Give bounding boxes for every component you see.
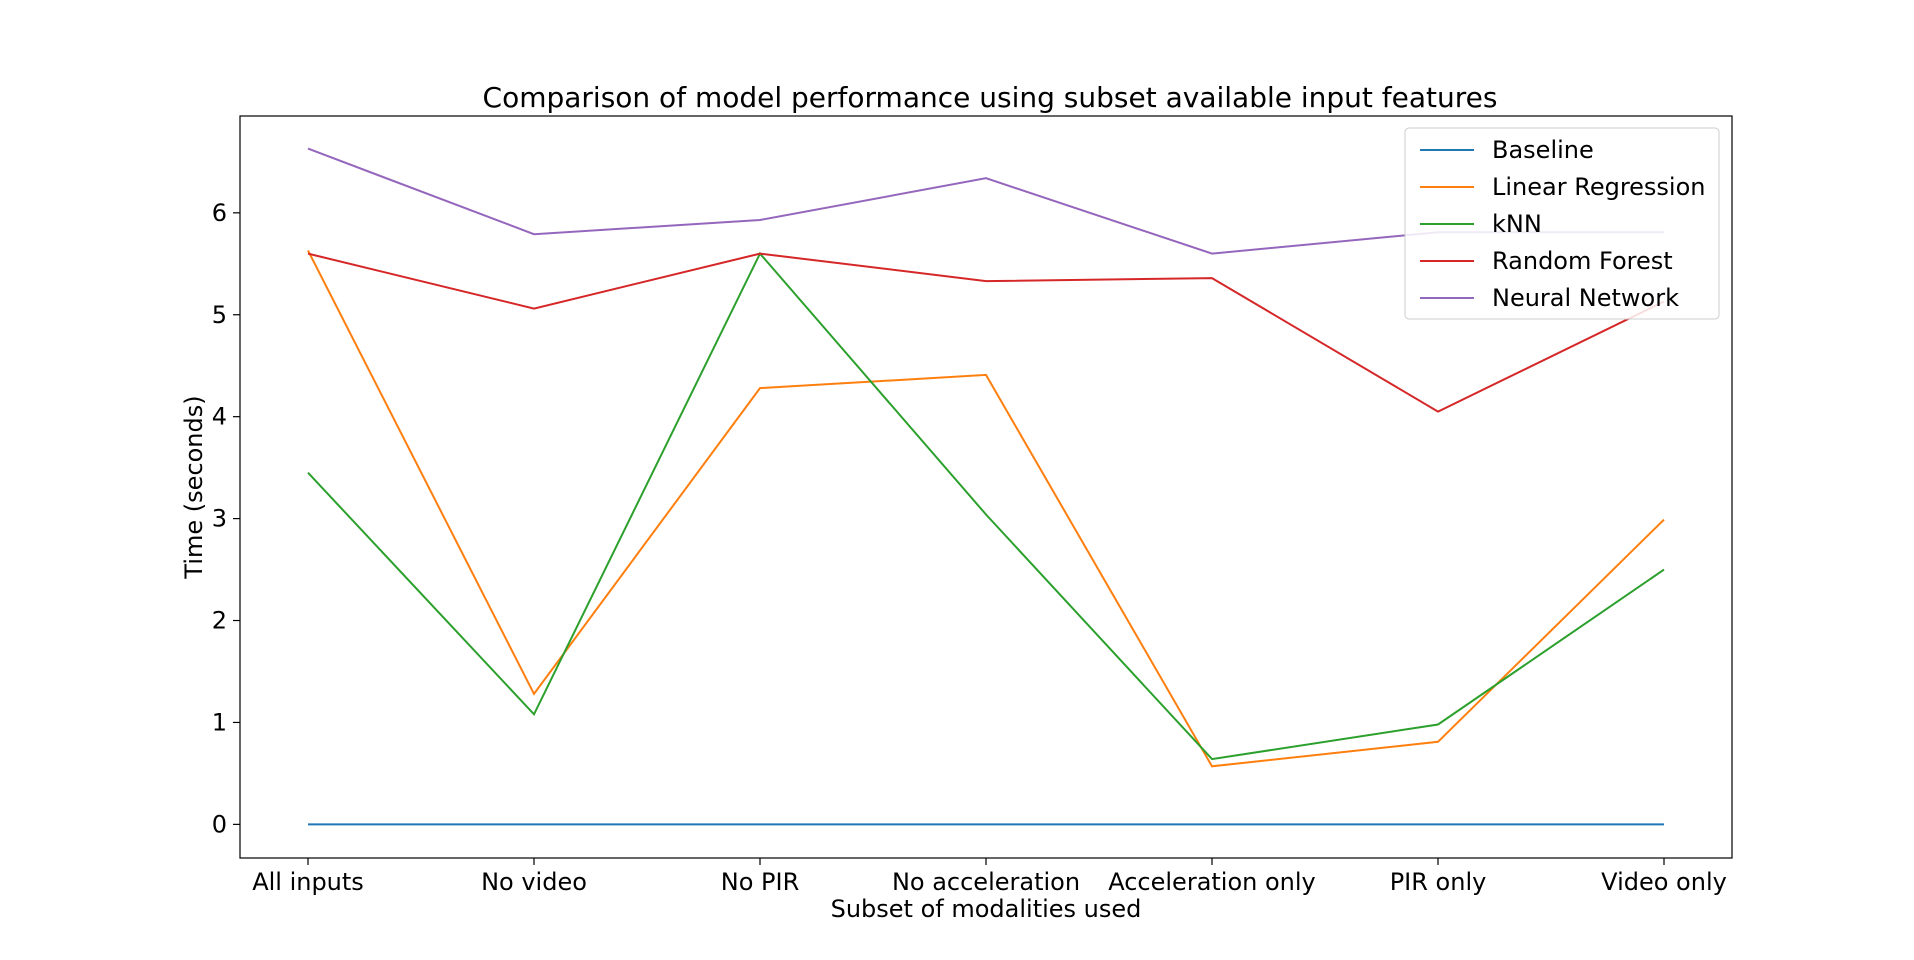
- x-tick-label-pir-only: PIR only: [1390, 868, 1487, 896]
- legend-label-neural-network: Neural Network: [1492, 284, 1679, 312]
- x-tick-label-acceleration-only: Acceleration only: [1108, 868, 1316, 896]
- series-line-random-forest: [307, 252, 1665, 413]
- series-layer: [307, 147, 1665, 826]
- x-axis: All inputs No video No PIR No acceleration A…: [252, 858, 1727, 896]
- y-tick-label-4: 4: [212, 403, 227, 431]
- y-tick-label-3: 3: [212, 505, 227, 533]
- series-line-knn: [307, 251, 1665, 761]
- y-tick-label-0: 0: [212, 810, 227, 838]
- y-tick-label-1: 1: [212, 708, 227, 736]
- x-tick-label-no-acceleration: No acceleration: [892, 868, 1080, 896]
- y-axis-label: Time (seconds): [180, 395, 208, 579]
- legend-label-knn: kNN: [1492, 210, 1542, 238]
- y-tick-label-5: 5: [212, 301, 227, 329]
- x-tick-label-no-video: No video: [481, 868, 587, 896]
- y-tick-label-2: 2: [212, 607, 227, 635]
- legend-label-random-forest: Random Forest: [1492, 247, 1673, 275]
- legend-label-baseline: Baseline: [1492, 136, 1594, 164]
- legend: Baseline Linear Regression kNN Random Fores…: [1404, 127, 1720, 320]
- x-axis-label: Subset of modalities used: [831, 895, 1142, 923]
- x-tick-label-no-pir: No PIR: [721, 868, 800, 896]
- series-line-linear-regression: [307, 250, 1665, 768]
- legend-box: [1404, 127, 1720, 320]
- y-axis: 0 1 2 3 4 5 6: [212, 199, 240, 838]
- x-tick-label-all-inputs: All inputs: [252, 868, 364, 896]
- y-tick-label-6: 6: [212, 199, 227, 227]
- legend-label-linear-regression: Linear Regression: [1492, 173, 1706, 201]
- chart-title: Comparison of model performance using su…: [483, 81, 1498, 114]
- x-tick-label-video-only: Video only: [1601, 868, 1727, 896]
